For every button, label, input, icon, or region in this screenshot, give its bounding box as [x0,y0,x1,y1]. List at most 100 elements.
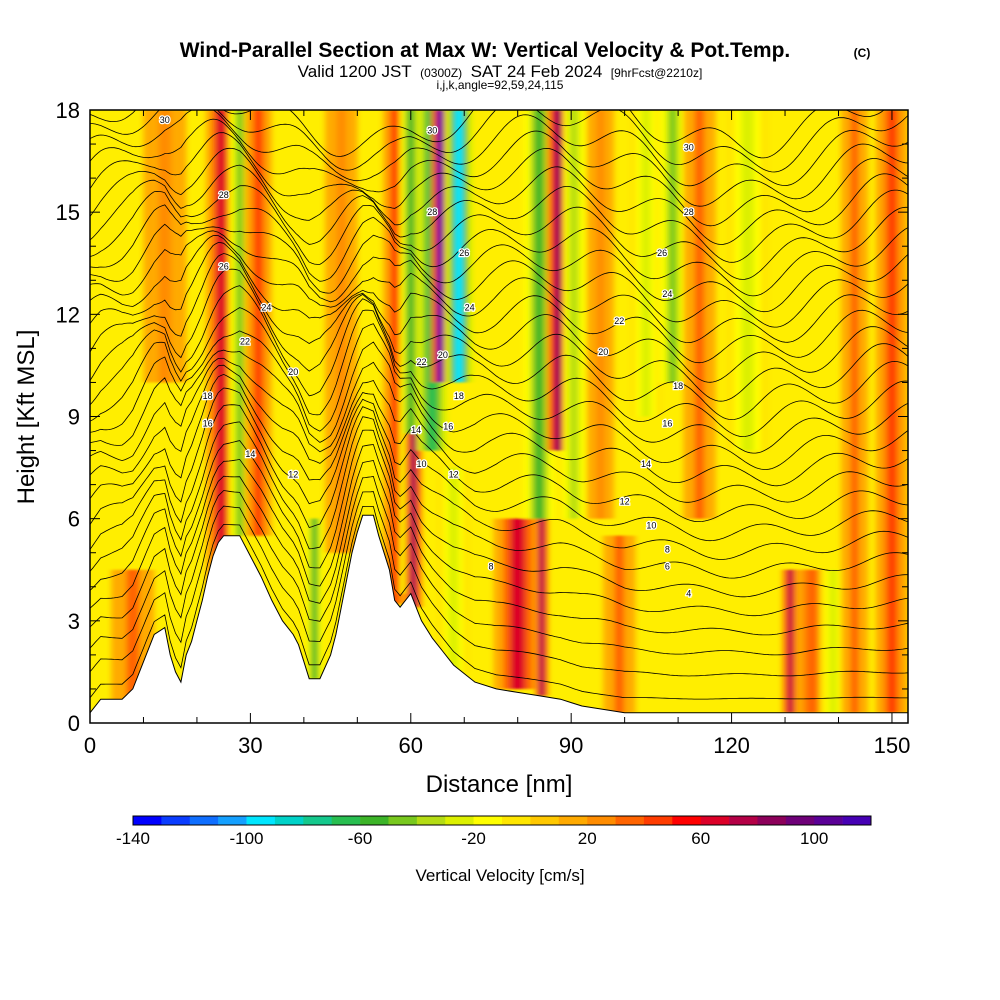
colorbar-swatch [331,816,361,825]
colorbar-tick-label: 20 [578,829,597,848]
w-streak-2 [534,110,544,519]
contour-label: 24 [662,289,672,299]
contour-label: 8 [665,544,670,554]
y-tick-label: 0 [68,711,80,736]
contour-label: 10 [416,459,426,469]
theta-contour-line [90,429,908,598]
contour-label: 14 [245,449,255,459]
w-streak-2 [391,110,399,604]
theta-contour-line [90,204,908,297]
contour-label: 30 [160,115,170,125]
contour-label: 26 [219,262,229,272]
theta-contour-line [90,235,908,344]
colorbar-swatch [218,816,247,825]
contour-label: 18 [673,381,683,391]
w-streak-2 [641,110,651,417]
w-streak-2 [236,110,243,536]
y-tick-label: 12 [56,302,80,327]
colorbar-swatch [502,816,531,825]
valid-date: SAT 24 Feb 2024 [471,62,603,81]
w-streak-2 [887,110,897,713]
x-tick-label: 60 [399,733,423,758]
colorbar-swatch [785,816,815,825]
contour-label: 22 [614,316,624,326]
y-axis-label: Height [Kft MSL] [13,330,40,505]
y-tick-label: 3 [68,609,80,634]
w-streak-2 [741,110,754,451]
w-streak-2 [407,110,414,594]
colorbar-swatch [388,816,418,825]
colorbar-swatch [558,816,588,825]
theta-contour-line [90,164,908,263]
colorbar-swatch [643,816,673,825]
colorbar: -140 -100 -60 -20 20 60 100 [116,815,872,848]
theta-contour-line [90,491,908,677]
valid-time: Valid 1200 JST [298,62,412,81]
colorbar-swatch [672,816,701,825]
theta-contour-line [90,132,908,227]
contour-label: 10 [646,521,656,531]
theta-contour-line [90,416,908,579]
utc-time: (0300Z) [420,66,462,80]
colorbar-swatch [189,816,219,825]
contour-label: 30 [427,125,437,135]
colorbar-swatch [303,816,332,825]
theta-contour-line [90,285,908,421]
contour-label: 28 [427,207,437,217]
w-streak-2 [668,110,677,383]
contour-label: 26 [657,248,667,258]
w-streak-2 [596,110,605,519]
colorbar-label: Vertical Velocity [cm/s] [415,866,584,885]
contour-label: 8 [488,561,493,571]
theta-contour-line [90,505,908,700]
colorbar-swatch [473,816,503,825]
terrain [90,514,908,723]
w-streak-2 [454,110,463,383]
theta-contour-line [90,110,908,187]
contour-label: 28 [219,190,229,200]
theta-contour-line [90,147,908,245]
colorbar-swatch [814,816,843,825]
colorbar-swatch [360,816,389,825]
colorbar-tick-label: -20 [461,829,486,848]
contour-label: 18 [454,391,464,401]
theta-contour-line [90,253,908,383]
w-streak-2 [158,110,172,383]
theta-contour-line [90,118,908,207]
colorbar-swatch [416,816,446,825]
theta-contour-line [90,387,908,542]
contour-label: 16 [443,422,453,432]
copyright-mark: (C) [854,46,871,60]
contour-label: 16 [662,418,672,428]
forecast-info: [9hrFcst@2210z] [611,66,703,80]
x-tick-label: 0 [84,733,96,758]
x-axis: 0 30 60 90 120 150 [84,110,910,758]
w-streak-2 [788,569,793,713]
w-streak-2 [554,110,561,451]
contour-label: 22 [240,337,250,347]
colorbar-swatch [274,816,304,825]
contour-label: 6 [665,561,670,571]
colorbar-swatch [587,816,616,825]
contour-label: 14 [411,425,421,435]
contour-label: 20 [288,367,298,377]
contour-label: 12 [449,469,459,479]
contour-label: 30 [684,143,694,153]
x-axis-label: Distance [nm] [426,771,573,798]
colorbar-swatch [757,816,787,825]
colorbar-tick-label: 100 [800,829,828,848]
colorbar-swatch [445,816,474,825]
theta-contour-line [90,460,908,636]
w-streak-2 [850,110,859,713]
theta-contour-line [90,444,908,617]
colorbar-tick-label: -140 [116,829,150,848]
w-streak-2 [312,518,317,679]
colorbar-swatch [161,816,191,825]
contour-label: 24 [261,303,271,313]
theta-contour-line [90,476,908,656]
theta-contour-line [90,110,885,159]
colorbar-tick-label: 60 [691,829,710,848]
y-axis: 0 3 6 9 12 15 18 [56,98,908,736]
theta-contour-line [90,223,908,313]
